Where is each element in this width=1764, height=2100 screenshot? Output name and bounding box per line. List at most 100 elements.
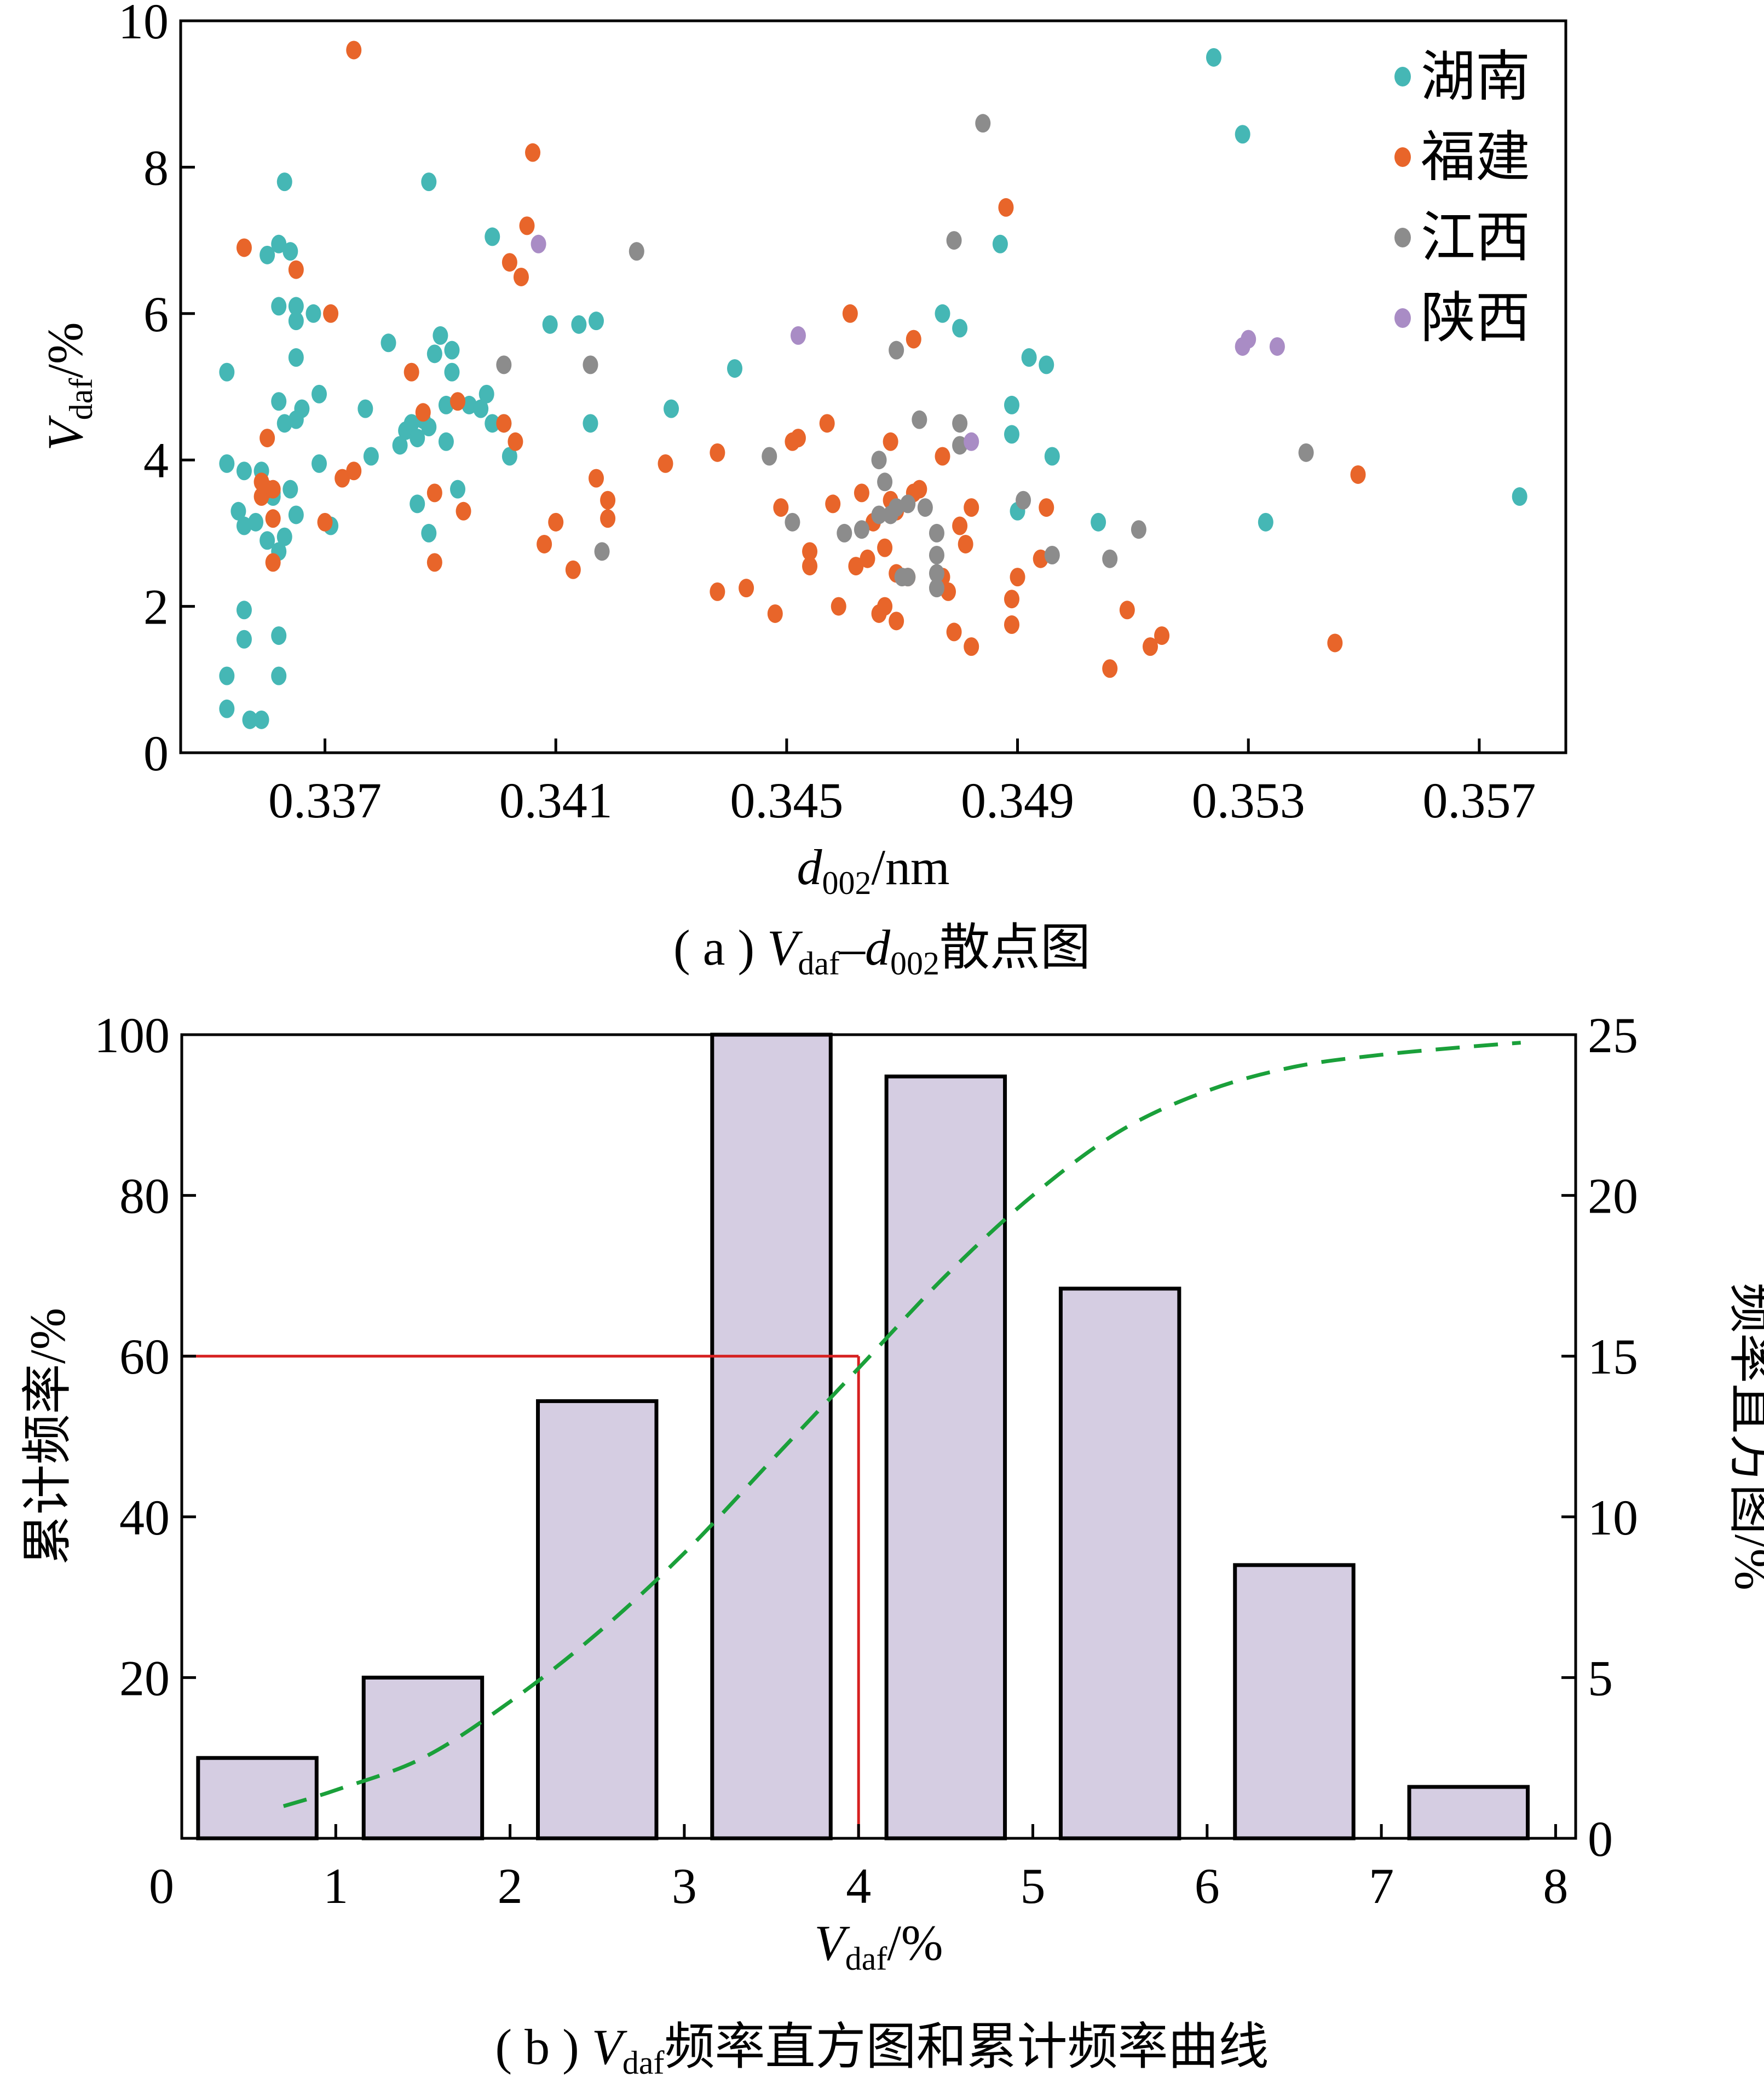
scatter-point [1039,355,1054,374]
histogram-right-y-tick-labels: 0 5 10 15 20 25 [1588,1007,1638,1867]
scatter-point [877,538,893,557]
scatter-point [294,399,310,418]
scatter-point [739,579,754,598]
scatter-point [1039,498,1054,517]
scatter-point [421,172,437,192]
scatter-point [952,516,968,535]
scatter-point [889,341,904,360]
scatter-point [929,523,944,543]
scatter-point [825,494,841,514]
scatter-point [450,480,465,499]
histogram-bar [1233,1563,1356,1841]
scatter-point [501,253,517,272]
scatter-point [935,447,950,466]
scatter-point [964,637,979,656]
scatter-point [271,666,287,685]
scatter-point [438,395,454,414]
scatter-y-tick-labels: 0 2 4 6 8 10 [118,0,169,781]
scatter-point [288,505,304,524]
histogram-right-y-tick-label: 25 [1588,1007,1638,1063]
legend-marker [1394,147,1411,167]
scatter-point [513,267,529,286]
scatter-point [727,359,742,378]
scatter-point [929,579,944,598]
scatter-point [462,395,477,414]
scatter-point [305,304,321,323]
scatter-point [842,304,858,323]
scatter-point [917,498,933,517]
scatter-point [912,480,927,499]
scatter-point [600,509,616,528]
scatter-point [542,315,558,334]
scatter-point [219,454,235,473]
scatter-point [381,333,396,353]
scatter-point [283,480,298,499]
scatter-point [929,564,944,583]
scatter-point [548,512,564,532]
scatter-point [1091,512,1106,532]
scatter-point [260,531,275,550]
histogram-bar [710,1032,833,1841]
scatter-point [946,231,962,250]
scatter-point [831,597,846,616]
legend-label: 陕西 [1421,288,1530,349]
scatter-point [594,542,610,561]
histogram-right-y-axis-label: 频率直方图/% [1725,1283,1764,1590]
scatter-y-tick-label: 4 [143,432,169,488]
scatter-point [583,414,598,433]
histogram-caption: ( b ) Vdaf频率直方图和累计频率曲线 [495,2019,1269,2081]
scatter-point [265,480,281,499]
scatter-point [1258,512,1273,532]
legend-marker [1394,67,1411,86]
histogram-left-y-tick-label: 100 [94,1007,170,1063]
scatter-point [508,432,523,451]
scatter-point [565,560,581,579]
scatter-y-tick-label: 0 [143,725,169,781]
scatter-point [271,626,287,645]
scatter-point [317,512,333,532]
scatter-point [283,242,298,261]
scatter-point [479,384,494,403]
scatter-point [288,348,304,367]
histogram-x-tick-label: 5 [1021,1858,1046,1914]
scatter-point [571,315,587,334]
reference-lines [182,1354,860,1838]
scatter-point [456,501,471,521]
scatter-point [410,429,425,448]
histogram-left-y-tick-label: 20 [119,1650,170,1706]
scatter-point [271,234,287,253]
scatter-point [501,447,517,466]
scatter-point [346,41,362,60]
scatter-point [288,311,304,331]
scatter-x-axis-label: d002/nm [797,839,949,901]
scatter-point [790,429,806,448]
scatter-x-tick-label: 0.341 [499,772,613,828]
scatter-point [426,344,442,364]
scatter-y-axis-label: Vdaf/% [37,322,99,451]
scatter-point [260,429,275,448]
scatter-point [1102,659,1118,678]
scatter-y-tick-label: 2 [143,579,169,635]
scatter-point [1016,491,1031,510]
scatter-point [900,568,916,587]
scatter-panel: 0.337 0.341 0.345 0.349 0.353 0.357 0 2 4 6 8 10 湖… [37,0,1567,982]
scatter-point [992,234,1008,253]
histogram-left-y-tick-label: 80 [119,1168,170,1224]
histogram-plot-frame [180,1033,1577,1840]
scatter-x-tick-labels: 0.337 0.341 0.345 0.349 0.353 0.357 [268,772,1536,828]
scatter-point [312,384,327,403]
scatter-point [1235,125,1250,144]
histogram-right-y-tick-label: 15 [1588,1329,1638,1384]
scatter-point [1004,615,1019,634]
scatter-points [219,41,1527,729]
scatter-point [958,534,973,553]
scatter-point [1119,601,1135,620]
scatter-point [288,260,304,279]
scatter-point [473,399,489,418]
scatter-point [265,509,281,528]
scatter-point [525,143,541,162]
scatter-point [929,546,944,565]
scatter-point [219,666,235,685]
scatter-point [358,399,373,418]
